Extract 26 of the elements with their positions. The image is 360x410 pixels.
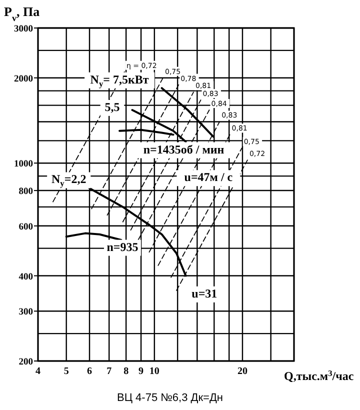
x-tick-label: 9 — [138, 366, 144, 377]
x-tick-label: 6 — [87, 366, 92, 377]
annotation: n=935 — [106, 240, 138, 254]
y-tick-label: 300 — [18, 308, 34, 318]
x-axis-title: Q,тыс.м$^{3}$/час — [284, 368, 354, 383]
annotation: 5,5 — [104, 100, 120, 114]
x-tick-label: 7 — [106, 366, 112, 377]
x-tick-label: 8 — [124, 366, 129, 377]
x-tick-label: 20 — [237, 366, 248, 377]
x-tick-label: 10 — [149, 366, 160, 377]
annotation: u=47м / с — [184, 170, 234, 184]
y-tick-label: 2000 — [14, 74, 34, 84]
text: ВЦ 4-75 №6,3 Дк=Дн — [117, 392, 223, 404]
annotation: N$_{y}$= 7,5кВт — [90, 72, 149, 89]
y-tick-label: 1000 — [14, 160, 34, 170]
x-tick-label: 5 — [64, 366, 69, 377]
annotation: u=31 — [192, 286, 218, 300]
y-tick-label: 200 — [18, 358, 34, 368]
y-axis-title: P$_{v}$, Па — [4, 4, 40, 23]
y-tick-label: 3000 — [14, 24, 34, 34]
x-tick-label: 4 — [36, 366, 40, 377]
y-tick-label: 800 — [18, 187, 34, 198]
annotation: N$_{y}$=2,2 — [52, 172, 86, 189]
y-tick-label: 400 — [18, 272, 34, 282]
y-tick-label: 600 — [18, 222, 34, 232]
annotation: n=1435об / мин — [143, 142, 224, 156]
